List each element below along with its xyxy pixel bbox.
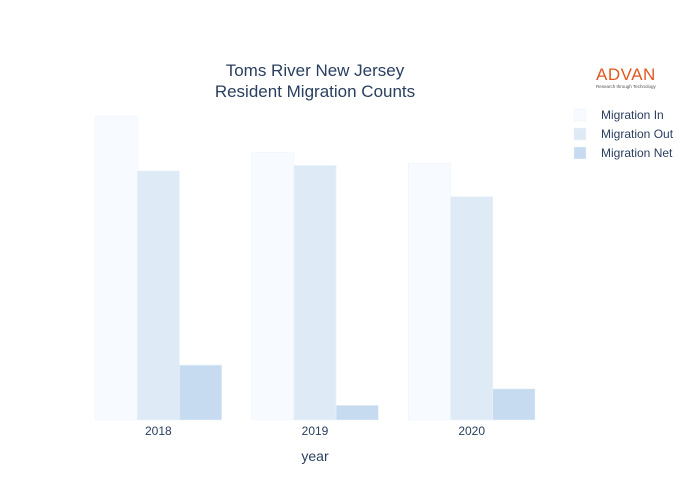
bar-migration-net-2019 xyxy=(335,405,379,421)
x-tick-2019: 2019 xyxy=(302,424,329,438)
bar-migration-net-2020 xyxy=(492,388,536,421)
bar-migration-out-2020 xyxy=(450,196,494,421)
bar-migration-in-2020 xyxy=(408,163,451,421)
x-tick-2018: 2018 xyxy=(145,424,172,438)
advan-logo: ADVAN Research through Technology xyxy=(596,66,676,90)
bar-migration-out-2018 xyxy=(136,170,180,421)
bar-migration-in-2019 xyxy=(251,152,295,421)
bar-migration-in-2018 xyxy=(94,115,138,421)
bar-migration-out-2019 xyxy=(293,165,337,421)
chart-title: Toms River New Jersey Resident Migration… xyxy=(215,61,415,101)
chart-title-line-1: Toms River New Jersey xyxy=(226,61,405,80)
bars-layer xyxy=(94,115,536,421)
legend-swatch-migration-in[interactable] xyxy=(573,108,587,122)
legend-label-migration-in[interactable]: Migration In xyxy=(601,108,664,122)
x-tick-labels: 2018 2019 2020 xyxy=(145,424,485,438)
bar-migration-net-2018 xyxy=(179,364,222,421)
x-tick-2020: 2020 xyxy=(458,424,485,438)
legend: Migration In Migration Out Migration Net xyxy=(573,108,674,160)
legend-label-migration-out[interactable]: Migration Out xyxy=(601,127,674,141)
x-axis-title: year xyxy=(301,448,329,464)
logo-tagline: Research through Technology xyxy=(596,84,656,89)
chart-title-line-2: Resident Migration Counts xyxy=(215,82,415,101)
logo-wordmark: ADVAN xyxy=(596,65,656,84)
legend-swatch-migration-out[interactable] xyxy=(573,127,587,141)
legend-swatch-migration-net[interactable] xyxy=(573,146,587,160)
legend-label-migration-net[interactable]: Migration Net xyxy=(601,146,673,160)
